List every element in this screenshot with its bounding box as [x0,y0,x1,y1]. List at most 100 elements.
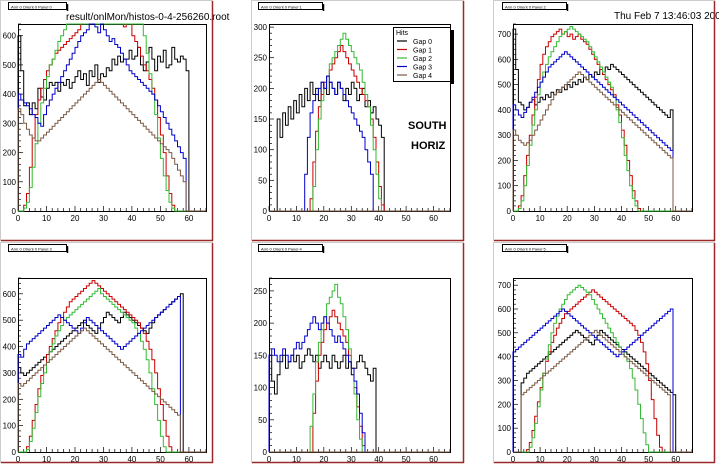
panel-1: Arm 0 Orient 0 Panel 1 0 10 20 30 40 50 60 0 50 10… [251,0,465,242]
series-gap-3 [512,308,692,453]
y-tick-label: 500 [3,61,17,70]
panel-3: Arm 0 Orient 0 Panel 30 10 20 30 40 50 6001002… [0,242,214,464]
y-tick-label: 250 [254,54,268,63]
timestamp: Thu Feb 7 13:46:03 2008 [614,11,719,22]
series-gap-3 [512,51,692,212]
x-tick-label: 10 [292,214,301,223]
x-tick-label: 10 [42,214,51,223]
y-tick-label: 250 [254,287,268,296]
y-tick-label: 200 [3,395,17,404]
annotation-horiz: HORIZ [411,140,446,152]
x-tick-label: 50 [644,214,653,223]
panel-5: Arm 0 Orient 0 Panel 50 10 20 30 40 50 6001002… [493,242,716,464]
y-tick-label: 300 [3,369,17,378]
x-tick-label: 40 [374,455,383,464]
x-tick-label: 50 [644,455,653,464]
x-tick-label: 30 [590,455,599,464]
panel-title-box [258,244,323,252]
series-gap-3 [17,296,206,453]
pad-frame [251,242,464,463]
x-tick-label: 60 [671,214,680,223]
x-tick-label: 0 [267,455,272,464]
pad-frame [493,0,715,241]
x-tick-label: 60 [429,214,438,223]
legend-title: Hits [396,30,409,37]
series-gap-2 [18,23,206,212]
y-tick-label: 0 [12,448,17,457]
y-tick-label: 300 [3,119,17,128]
x-tick-label: 60 [429,455,438,464]
series-gap-0 [512,28,692,212]
x-tick-label: 60 [184,455,193,464]
root-filename: result/onlMon/histos-0-4-256260.root [66,12,230,23]
annotation-south: SOUTH [408,120,447,132]
x-tick-label: 30 [347,455,356,464]
x-tick-label: 20 [563,455,572,464]
y-tick-label: 600 [498,55,512,64]
y-tick-label: 100 [498,182,512,191]
x-tick-label: 40 [617,455,626,464]
y-tick-label: 500 [498,329,512,338]
x-tick-label: 30 [590,214,599,223]
series-gap-0 [513,329,692,453]
x-tick-label: 40 [127,214,136,223]
x-tick-label: 0 [267,214,272,223]
x-tick-label: 30 [347,214,356,223]
series-gap-1 [18,280,206,453]
legend-shadow [451,30,454,84]
series-gap-0 [17,35,206,212]
y-tick-label: 300 [498,376,512,385]
panel-title: Arm 0 Orient 0 Panel 0 [11,5,52,10]
y-tick-label: 0 [263,448,268,457]
panel-title-box [8,2,67,10]
x-tick-label: 0 [16,455,21,464]
panel-title-box [502,2,567,10]
x-tick-label: 10 [292,455,301,464]
plot-frame [513,278,693,453]
series-gap-2 [18,288,206,453]
x-tick-label: 0 [16,214,21,223]
legend-entry: Gap 0 [413,39,432,46]
x-tick-label: 40 [127,455,136,464]
x-tick-label: 50 [156,455,165,464]
y-tick-label: 400 [498,106,512,115]
series-gap-2 [513,26,692,212]
y-tick-label: 100 [254,146,268,155]
y-tick-label: 100 [254,384,268,393]
y-tick-label: 200 [498,156,512,165]
x-tick-label: 0 [511,455,516,464]
x-tick-label: 10 [42,455,51,464]
y-tick-label: 0 [507,207,512,216]
series-gap-4 [17,327,206,453]
y-tick-label: 200 [254,319,268,328]
y-tick-label: 600 [498,305,512,314]
x-tick-label: 40 [374,214,383,223]
y-tick-label: 200 [254,84,268,93]
x-tick-label: 60 [671,455,680,464]
panel-0: Arm 0 Orient 0 Panel 00 10 20 30 40 50 6001002… [0,0,214,242]
pad-frame [0,0,213,241]
x-tick-label: 0 [511,214,516,223]
y-tick-label: 300 [254,23,268,32]
y-tick-label: 700 [498,281,512,290]
y-tick-label: 600 [3,32,17,41]
x-tick-label: 50 [156,214,165,223]
y-tick-label: 150 [254,351,268,360]
series-gap-4 [17,79,206,212]
series-gap-2 [513,284,692,453]
legend-entry: Gap 3 [413,65,432,72]
y-tick-label: 100 [3,422,17,431]
y-tick-label: 0 [263,207,268,216]
y-tick-label: 400 [498,353,512,362]
plot-frame [513,24,693,212]
y-tick-label: 500 [3,316,17,325]
series-gap-2 [269,283,450,453]
x-tick-label: 10 [536,455,545,464]
y-tick-label: 150 [254,115,268,124]
panel-title: Arm 0 Orient 0 Panel 2 [505,5,546,10]
panel-title: Arm 0 Orient 0 Panel 5 [505,247,546,252]
y-tick-label: 0 [12,207,17,216]
legend-entry: Gap 1 [413,48,432,55]
